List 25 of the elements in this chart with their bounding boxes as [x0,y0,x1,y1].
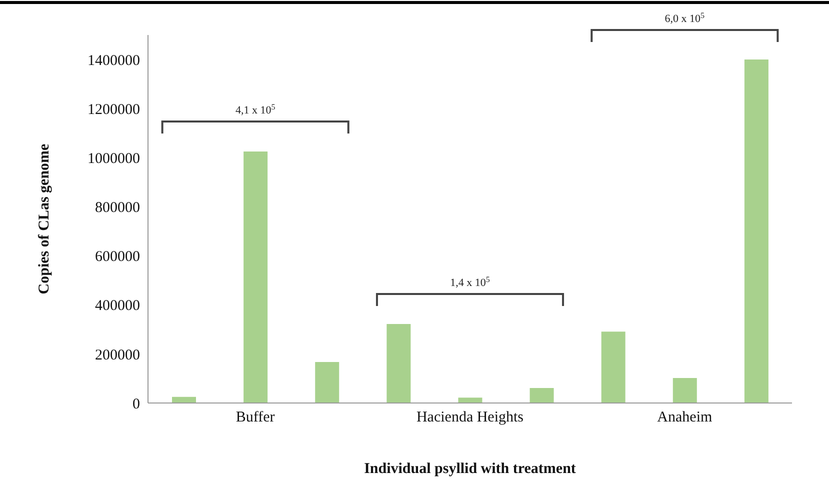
y-tick-label: 200000 [95,347,140,364]
y-tick-label: 1200000 [88,102,140,118]
bar [458,398,482,403]
x-tick-label: Anaheim [657,410,712,426]
annotation: 4,1 x 10$^{5}$ [235,102,276,117]
y-tick-label: 0 [132,396,140,412]
bar [530,388,554,403]
annotation: 1,4 x 10$^{5}$ [450,274,490,290]
x-tick-label: Buffer [236,410,275,426]
y-tick-label: 1400000 [88,52,140,69]
y-tick-label: 1000000 [88,150,140,167]
bar [672,378,697,403]
bar [172,396,196,403]
bar [315,362,340,403]
bar [244,152,268,403]
x-tick-label: Hacienda Heights [416,410,524,426]
bar [601,332,626,403]
y-tick-label: 400000 [95,298,140,314]
y-axis-title: Copies of CLas genome [36,143,52,294]
bar [744,60,768,403]
text: 6,0 x 10$^{5}$ [664,10,705,25]
y-tick-label: 800000 [95,200,140,216]
x-axis-title: Individual psyllid with treatment [364,461,576,477]
bar [386,324,411,403]
y-tick-label: 600000 [95,249,140,266]
